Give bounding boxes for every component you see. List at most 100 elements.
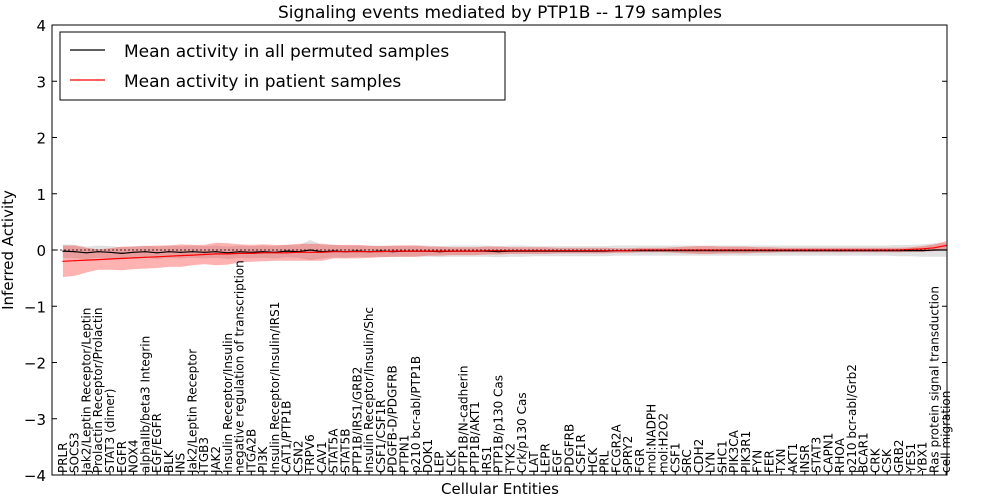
chart-title: Signaling events mediated by PTP1B -- 17… xyxy=(278,3,722,23)
x-tick-label: LEPR xyxy=(539,443,553,473)
x-tick-label: Jak2/Leptin Receptor xyxy=(185,349,199,474)
data-point xyxy=(156,252,158,254)
data-point xyxy=(403,250,405,252)
x-tick-label: CDH2 xyxy=(692,439,706,473)
x-tick-label: CSN2 xyxy=(291,440,305,473)
data-point xyxy=(874,249,877,251)
data-point xyxy=(486,250,488,252)
x-tick-label: STAT5B xyxy=(339,429,353,474)
x-tick-label: PDGFB-D/PDGFRB xyxy=(386,365,400,473)
data-point xyxy=(62,250,64,252)
x-tick-label: Insulin Receptor/Insulin xyxy=(221,333,235,473)
plot-area-frame xyxy=(51,24,948,476)
data-point xyxy=(168,255,170,257)
data-point xyxy=(62,260,64,262)
x-tick-label: Jak2/Leptin Receptor/Leptin xyxy=(79,308,93,474)
data-point xyxy=(674,249,676,251)
data-point xyxy=(922,250,924,252)
confidence-bands xyxy=(62,239,947,277)
x-tick-label: FCGR2A xyxy=(609,423,623,473)
x-tick-label: PTP1B/N-cadherin xyxy=(456,366,470,473)
data-point xyxy=(933,247,935,249)
data-point xyxy=(686,249,688,251)
x-tick-label: SRC xyxy=(680,449,694,473)
data-point xyxy=(474,250,476,252)
x-tick-label: negative regulation of transcription xyxy=(233,260,247,473)
data-point xyxy=(945,244,947,247)
x-tick-label: Crk/p130 Cas xyxy=(515,392,529,473)
data-point xyxy=(297,251,299,253)
y-tick-label: −1 xyxy=(24,298,46,316)
data-point xyxy=(286,250,288,252)
x-tick-label: PTP1B/p130 Cas xyxy=(492,375,506,473)
x-tick-label: IRS1 xyxy=(480,446,494,473)
x-tick-label: DOK1 xyxy=(421,439,435,473)
x-tick-label: BCAR1 xyxy=(857,432,871,473)
x-tick-label: LYN xyxy=(704,452,718,473)
x-tick-label: TRPV6 xyxy=(303,434,317,474)
x-tick-label: CAT1/PTP1B xyxy=(280,401,294,473)
x-tick-label: PIK3CA xyxy=(727,429,741,473)
y-axis-ticks: −4 −3 −2 −1 0 1 2 3 4 xyxy=(24,17,947,485)
x-tick-label: p210 bcr-abl/PTP1B xyxy=(409,356,423,473)
x-tick-label: Prolactin Receptor/Prolactin xyxy=(91,307,105,473)
data-point xyxy=(392,250,394,252)
data-point xyxy=(74,260,76,262)
x-tick-label: TYK2 xyxy=(503,443,517,474)
data-point xyxy=(250,251,252,253)
data-point xyxy=(132,257,135,259)
x-tick-label: NOX4 xyxy=(127,439,141,473)
y-tick-label: 4 xyxy=(36,17,46,35)
data-point xyxy=(262,251,264,253)
legend: Mean activity in all permuted samples Me… xyxy=(59,31,506,101)
x-tick-label: STAT3 xyxy=(810,437,824,473)
data-point xyxy=(156,256,158,258)
x-tick-label: p210 bcr-abl/Grb2 xyxy=(845,364,859,473)
x-tick-label: CSF1 xyxy=(668,442,682,473)
x-tick-label: FER xyxy=(762,450,776,473)
data-point xyxy=(109,251,111,253)
data-point xyxy=(215,251,217,253)
x-tick-label: EGFR xyxy=(115,441,129,473)
x-tick-label: SOCS3 xyxy=(68,432,82,473)
x-tick-label: PI3K xyxy=(256,446,270,473)
x-tick-label: ITGB3 xyxy=(197,437,211,473)
data-point xyxy=(721,249,724,251)
data-point xyxy=(910,248,912,250)
data-point xyxy=(286,252,288,254)
x-tick-label: LEP xyxy=(433,451,447,473)
y-axis-label: Inferred Activity xyxy=(0,190,17,310)
legend-box xyxy=(59,31,506,101)
x-tick-label: JAK2 xyxy=(209,446,223,474)
y-tick-label: −3 xyxy=(24,411,46,429)
data-point xyxy=(380,251,382,253)
x-tick-label: CAPN1 xyxy=(821,433,835,473)
series-lines xyxy=(62,244,947,262)
data-point xyxy=(321,251,323,253)
x-tick-label: LCK xyxy=(445,449,459,473)
x-tick-label: PTPN1 xyxy=(397,435,411,473)
data-point xyxy=(262,252,264,254)
data-point xyxy=(144,256,146,258)
data-point xyxy=(498,250,500,252)
data-point xyxy=(97,259,99,261)
x-tick-label: INSR xyxy=(798,445,812,473)
data-point xyxy=(74,251,76,253)
data-point xyxy=(121,252,123,254)
data-point xyxy=(910,250,912,252)
x-tick-label: mol:NADPH xyxy=(645,404,659,473)
x-tick-label: ITGA2B xyxy=(244,429,258,473)
x-tick-label: cell migration xyxy=(939,391,953,473)
data-point xyxy=(368,251,370,253)
y-tick-label: 1 xyxy=(36,186,46,204)
x-tick-label: HCK xyxy=(586,447,600,473)
data-point xyxy=(180,251,182,253)
x-tick-label: Insulin Receptor/Insulin/Shc xyxy=(362,307,376,473)
data-point xyxy=(168,251,170,253)
x-tick-label: Ras protein signal transduction xyxy=(927,286,941,473)
data-point xyxy=(309,251,311,253)
x-tick-label: CRK xyxy=(868,447,882,473)
x-tick-label: LAT xyxy=(527,451,541,473)
